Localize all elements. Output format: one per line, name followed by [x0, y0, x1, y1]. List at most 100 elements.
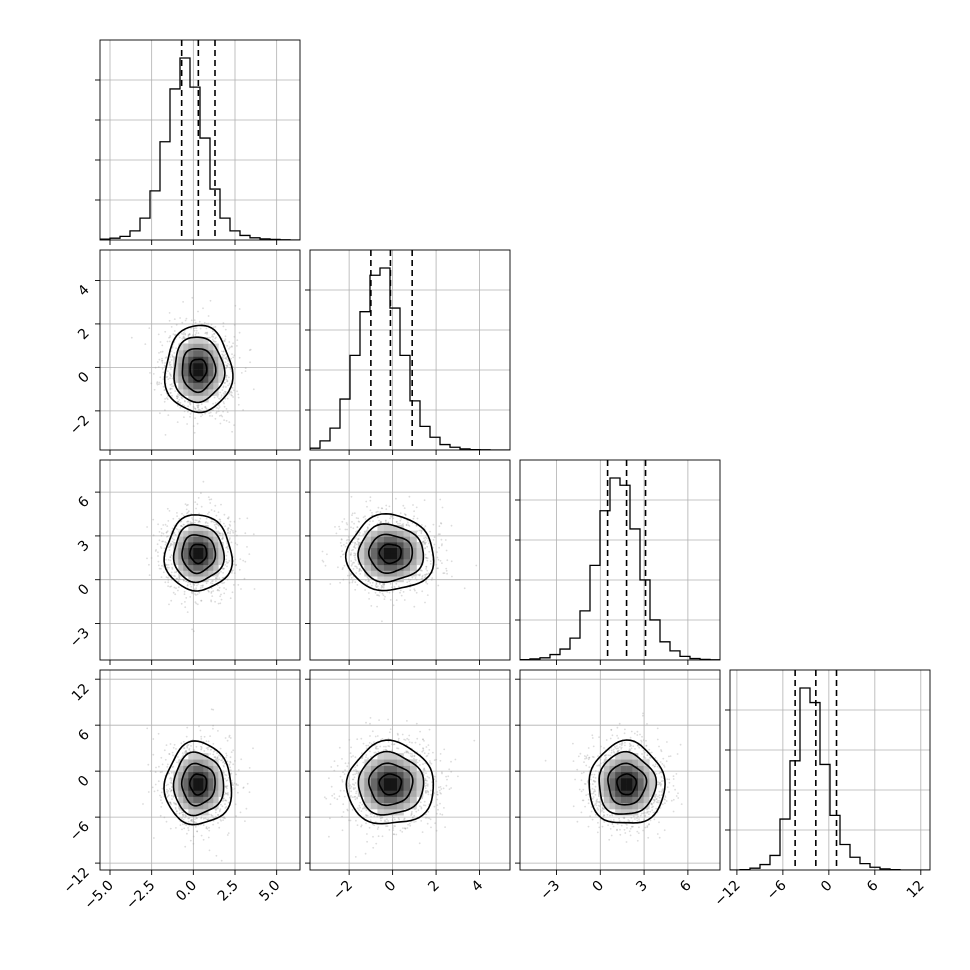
sample-point: [222, 325, 225, 328]
sample-point: [164, 409, 166, 412]
sample-point: [208, 498, 211, 501]
density-cell: [632, 765, 639, 773]
sample-point: [585, 764, 588, 767]
sample-point: [409, 578, 412, 581]
sample-point: [353, 552, 356, 555]
sample-point: [228, 538, 231, 541]
sample-point: [611, 734, 614, 737]
sample-point: [360, 825, 362, 828]
sample-point: [662, 787, 665, 790]
sample-point: [232, 749, 235, 752]
sample-point: [652, 811, 655, 814]
sample-point: [428, 749, 431, 751]
sample-point: [348, 785, 350, 788]
sample-point: [244, 532, 247, 535]
sample-point: [450, 770, 453, 773]
density-cell: [208, 389, 214, 396]
sample-point: [180, 811, 183, 814]
density-cell: [390, 576, 398, 583]
sample-point: [162, 571, 165, 574]
sample-point: [383, 820, 386, 823]
sample-point: [207, 513, 209, 515]
density-cell: [173, 778, 179, 785]
sample-point: [411, 810, 413, 813]
sample-point: [425, 772, 427, 774]
sample-point: [372, 835, 374, 838]
sample-point: [183, 416, 185, 419]
sample-point: [171, 346, 174, 349]
sample-point: [171, 798, 173, 800]
sample-point: [419, 529, 422, 532]
density-cell: [193, 525, 199, 531]
sample-point: [170, 359, 173, 361]
density-cell: [638, 771, 644, 779]
sample-point: [631, 820, 634, 823]
sample-point: [444, 539, 447, 541]
sample-point: [225, 419, 228, 422]
sample-point: [229, 756, 232, 759]
sample-point: [177, 589, 179, 592]
sample-point: [222, 577, 225, 579]
sample-point: [217, 602, 220, 605]
density-cell: [208, 759, 214, 766]
density-cell: [370, 796, 378, 804]
contour-0: [188, 773, 208, 796]
sample-point: [583, 761, 585, 763]
sample-point: [656, 833, 659, 835]
sample-point: [212, 708, 215, 711]
sample-point: [414, 741, 417, 744]
sample-point: [208, 511, 210, 514]
density-cell: [383, 525, 391, 531]
sample-point: [416, 517, 419, 520]
sample-point: [229, 366, 232, 369]
sample-point: [223, 340, 226, 342]
sample-point: [356, 738, 359, 741]
density-cell: [397, 559, 404, 566]
sample-point: [654, 765, 656, 768]
sample-point: [194, 321, 197, 324]
density-cell: [603, 765, 610, 773]
x-tick-label-4: 12: [904, 878, 928, 902]
sample-point: [185, 750, 187, 753]
sample-point: [209, 411, 212, 414]
sample-point: [360, 824, 363, 827]
sample-point: [328, 835, 330, 838]
sample-point: [167, 520, 170, 522]
density-cell: [403, 802, 411, 810]
sample-point: [170, 326, 173, 328]
sample-point: [652, 798, 655, 801]
sample-point: [189, 415, 191, 418]
sample-point: [365, 809, 368, 812]
sample-point: [424, 553, 427, 556]
sample-point: [663, 764, 665, 767]
sample-point: [357, 807, 359, 810]
sample-point: [591, 734, 594, 737]
sample-point: [186, 832, 188, 835]
sample-point: [604, 754, 607, 757]
sample-point: [235, 773, 237, 776]
sample-point: [170, 375, 173, 377]
density-cell: [649, 771, 656, 779]
sample-point: [413, 515, 415, 518]
sample-point: [228, 421, 231, 423]
sample-point: [605, 739, 608, 741]
sample-point: [224, 737, 227, 739]
sample-point: [324, 564, 327, 567]
sample-point: [655, 807, 658, 810]
density-cell: [208, 356, 214, 364]
sample-point: [223, 765, 225, 768]
sample-point: [226, 344, 229, 347]
sample-point: [209, 582, 212, 584]
sample-point: [429, 530, 431, 533]
sample-point: [202, 307, 204, 310]
sample-point: [386, 818, 388, 821]
sample-point: [421, 569, 423, 572]
sample-point: [167, 414, 170, 416]
sample-point: [440, 792, 442, 795]
sample-point: [619, 743, 621, 746]
density-cell: [383, 790, 391, 797]
sample-point: [421, 575, 424, 578]
sample-point: [215, 580, 217, 582]
sample-point: [622, 816, 625, 819]
sample-point: [388, 745, 391, 748]
